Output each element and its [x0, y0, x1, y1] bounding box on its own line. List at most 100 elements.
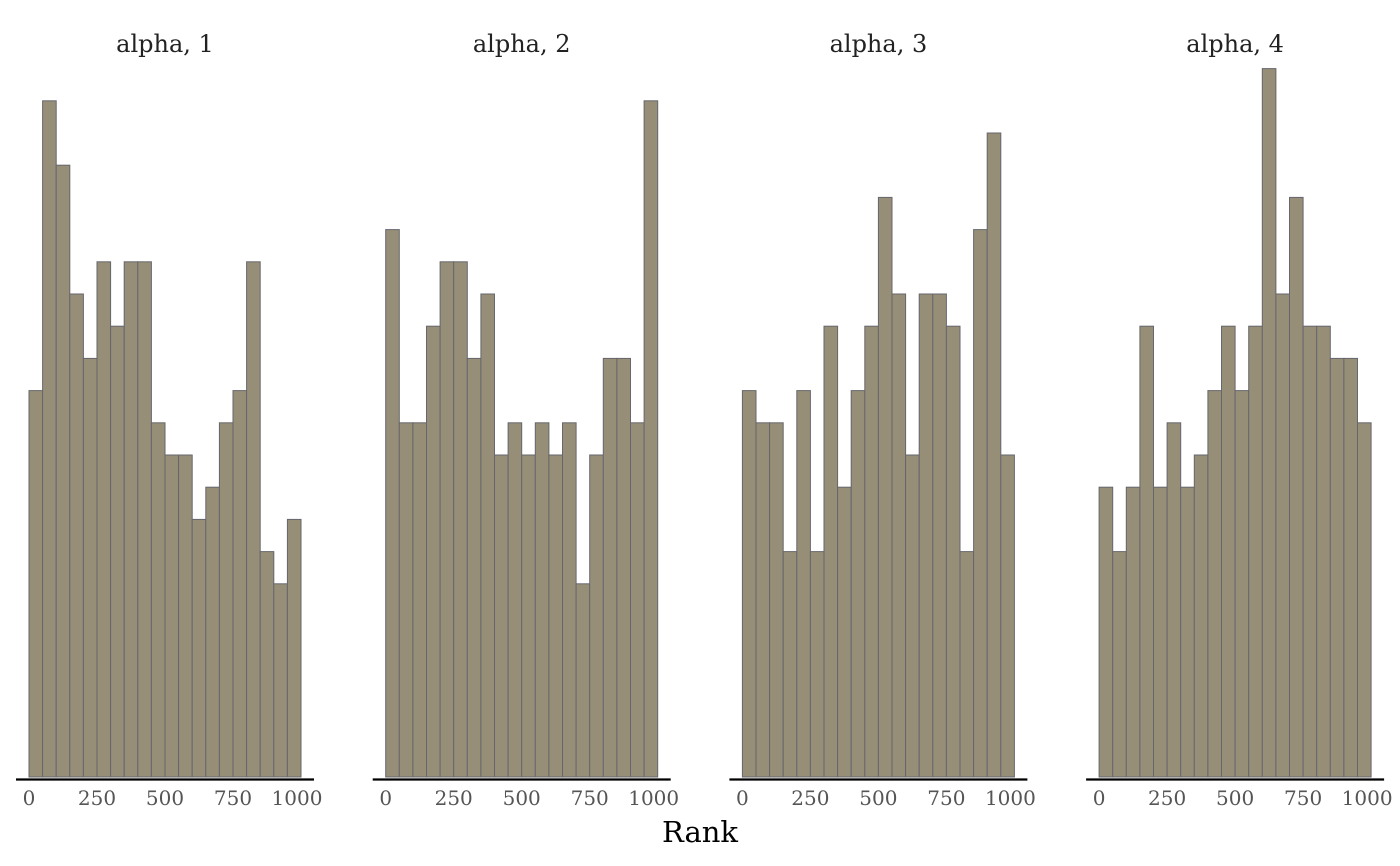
histogram-bar — [150, 422, 166, 778]
histogram-bar — [891, 293, 907, 778]
histogram-bar — [426, 325, 441, 778]
histogram-bar — [82, 357, 98, 778]
histogram-bar — [548, 454, 564, 778]
histogram-bar — [1207, 390, 1223, 778]
histogram-bar — [55, 164, 71, 778]
panel-2: alpha, 2 0 250 500 750 1000 — [372, 30, 679, 810]
histogram-bar — [453, 261, 468, 778]
histogram-bar — [616, 357, 632, 778]
histogram-bar — [932, 293, 947, 778]
histogram-bar — [205, 486, 220, 778]
histogram-bar — [385, 229, 400, 778]
histogram-bar — [1261, 68, 1277, 778]
histogram-bar — [1125, 486, 1141, 778]
histogram-bar — [218, 422, 234, 778]
histogram-bar — [137, 261, 152, 778]
x-tick-label: 250 — [435, 786, 473, 810]
histogram-bar — [480, 293, 495, 778]
x-tick-label: 0 — [736, 786, 749, 810]
histogram-bar — [809, 551, 825, 778]
histogram-bar — [1153, 486, 1168, 778]
histogram-bar — [1180, 486, 1195, 778]
histogram-bar — [96, 261, 112, 778]
histogram-bar — [973, 229, 988, 778]
x-tick-label: 750 — [214, 786, 252, 810]
x-tick-label: 1000 — [1342, 786, 1393, 810]
histogram-bar — [986, 132, 1002, 778]
histogram-bar — [1166, 422, 1182, 778]
histogram-bar — [507, 422, 523, 778]
histogram-bar — [1343, 357, 1359, 778]
histogram-bar — [1357, 422, 1372, 778]
histogram-bar — [959, 551, 975, 778]
histogram-bar — [945, 325, 961, 778]
histogram-bar — [494, 454, 509, 778]
histogram-bar — [1221, 325, 1236, 778]
histogram-bar — [1000, 454, 1015, 778]
histogram-bar — [69, 293, 84, 778]
histogram-bar — [1302, 325, 1318, 778]
histogram-bar — [123, 261, 139, 778]
panel-1: alpha, 1 0 250 500 750 1000 — [16, 30, 322, 810]
histogram-bar — [755, 422, 771, 778]
histogram-bar — [273, 583, 288, 778]
x-axis-label: Rank — [662, 815, 738, 849]
panel-title: alpha, 3 — [830, 30, 928, 58]
histogram-bar — [602, 357, 618, 778]
panel-3: alpha, 3 0 250 500 750 1000 — [729, 30, 1036, 810]
histogram-bar — [466, 357, 482, 778]
histogram-bar — [864, 325, 879, 778]
histogram-bar — [575, 583, 591, 778]
histogram-bar — [191, 518, 207, 778]
histogram-bar — [286, 518, 302, 778]
histogram-bar — [534, 422, 550, 778]
histogram-bar — [110, 325, 125, 778]
x-tick-label: 250 — [78, 786, 116, 810]
histogram-bar — [1329, 357, 1345, 778]
x-tick-label: 500 — [859, 786, 897, 810]
histogram-bar — [796, 390, 811, 778]
histogram-bar — [1098, 486, 1114, 778]
histogram-bar — [562, 422, 577, 778]
histogram-bar — [850, 390, 866, 778]
histogram-bar — [164, 454, 180, 778]
histogram-bar — [782, 551, 798, 778]
x-tick-label: 1000 — [272, 786, 323, 810]
x-tick-label: 500 — [503, 786, 541, 810]
x-tick-label: 250 — [791, 786, 829, 810]
histogram-bar — [1275, 293, 1291, 778]
histogram-bar — [1193, 454, 1209, 778]
histogram-bar — [232, 390, 248, 778]
histogram-bar — [630, 422, 645, 778]
histogram-bar — [28, 390, 44, 778]
histogram-bar — [1248, 325, 1263, 778]
histogram-bar — [439, 261, 455, 778]
histogram-bar — [769, 422, 784, 778]
histogram-bar — [1112, 551, 1127, 778]
panel-title: alpha, 2 — [473, 30, 571, 58]
histogram-bar — [877, 196, 893, 778]
panel-title: alpha, 1 — [116, 30, 214, 58]
histogram-bar — [398, 422, 414, 778]
histogram-bar — [1289, 196, 1304, 778]
histogram-bar — [643, 100, 659, 778]
x-tick-label: 250 — [1148, 786, 1186, 810]
x-tick-label: 1000 — [628, 786, 679, 810]
panel-title: alpha, 4 — [1186, 30, 1284, 58]
histogram-bar — [589, 454, 604, 778]
histogram-bar — [837, 486, 852, 778]
histogram-bar — [259, 551, 275, 778]
histogram-bar — [246, 261, 261, 778]
x-tick-label: 0 — [23, 786, 36, 810]
x-tick-label: 750 — [571, 786, 609, 810]
x-tick-label: 0 — [379, 786, 392, 810]
x-tick-label: 0 — [1093, 786, 1106, 810]
histogram-bar — [521, 454, 536, 778]
histogram-bar — [1139, 325, 1155, 778]
x-tick-label: 750 — [927, 786, 965, 810]
x-tick-label: 1000 — [985, 786, 1036, 810]
histogram-bar — [1316, 325, 1331, 778]
histogram-bar — [918, 293, 934, 778]
x-tick-label: 500 — [146, 786, 184, 810]
